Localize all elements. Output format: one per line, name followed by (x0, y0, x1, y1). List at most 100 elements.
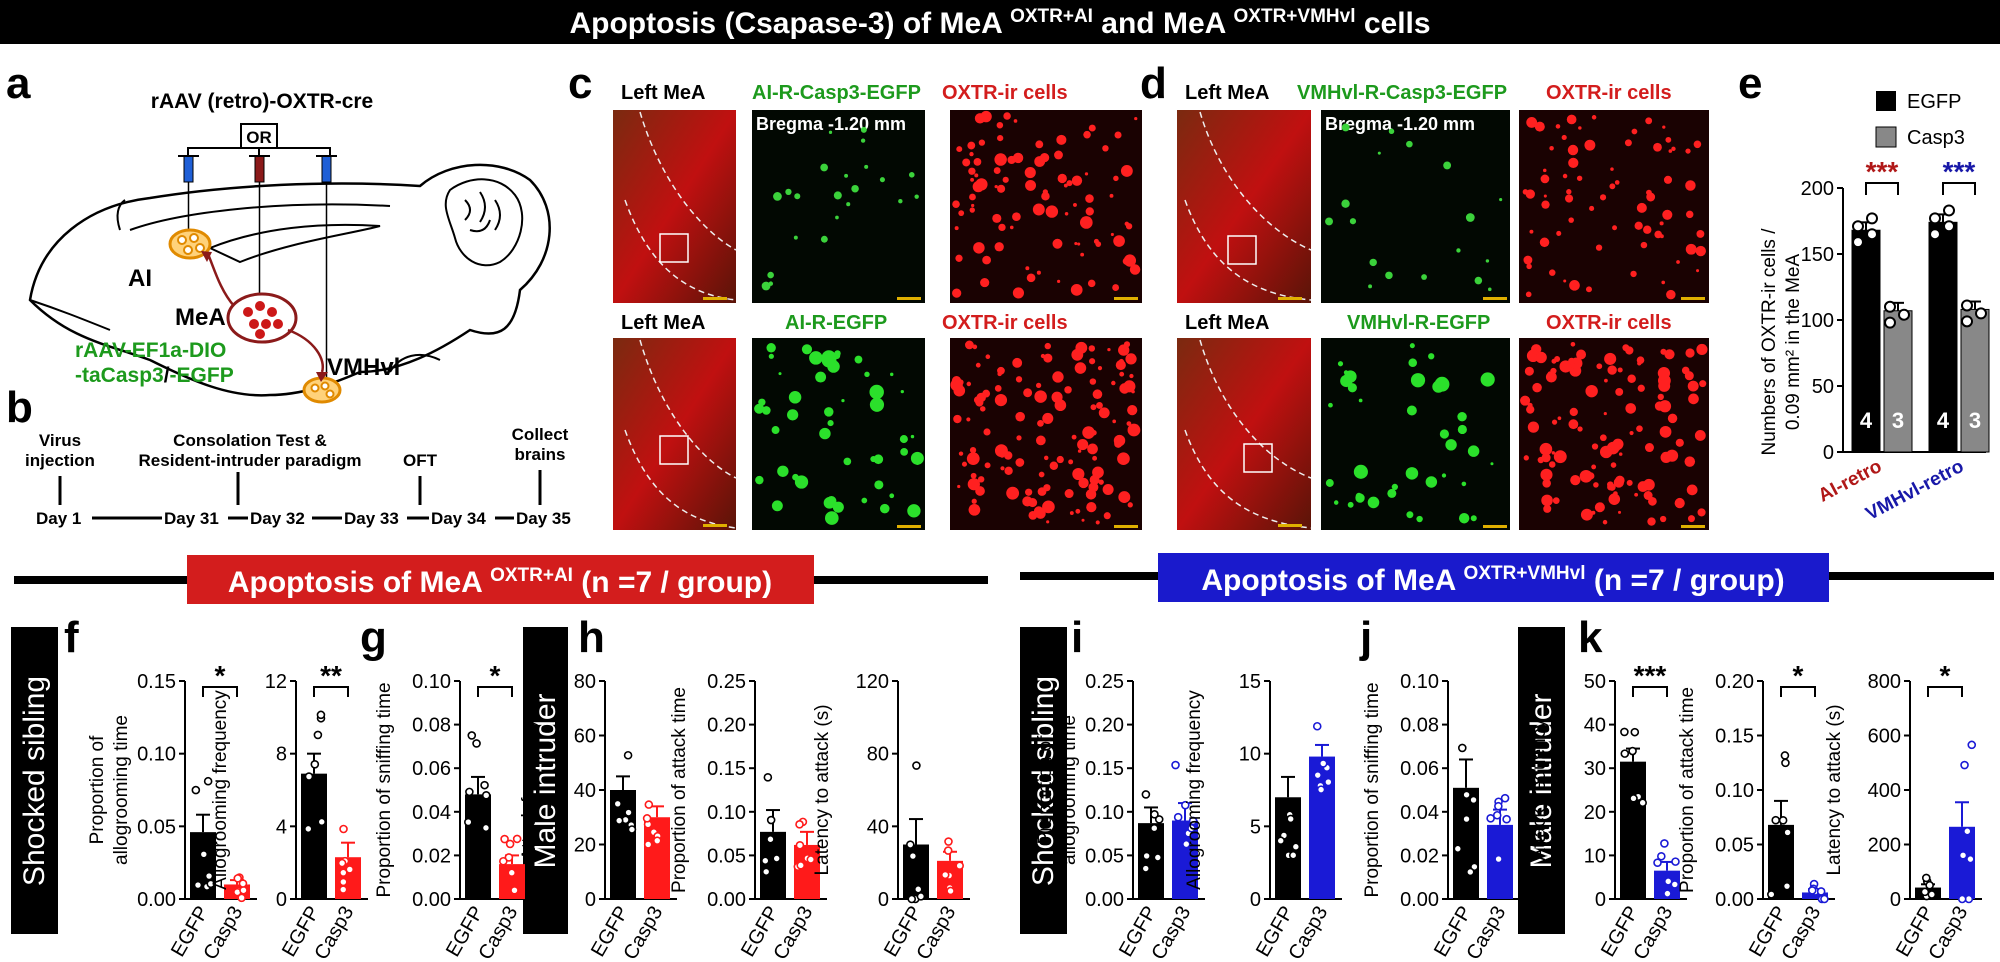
data-point (795, 840, 805, 850)
cell-dot (1077, 449, 1082, 453)
n-label: 3 (1969, 408, 1981, 433)
data-point (310, 759, 320, 769)
cell-dot (1385, 271, 1393, 280)
y-tick-label: 0.10 (1400, 671, 1439, 693)
syringe-icon (178, 155, 199, 240)
cell-dot (1527, 421, 1540, 433)
side-label: Male intruder (529, 693, 562, 868)
cell-dot (1624, 139, 1632, 147)
cell-dot (1085, 207, 1094, 216)
cell-dot (1405, 467, 1419, 480)
cell-dot (1534, 121, 1545, 132)
cell-dot (1548, 461, 1556, 468)
cell-dot (1556, 230, 1562, 236)
data-point (623, 750, 633, 760)
cell-dot (1591, 443, 1599, 450)
cell-dot (771, 426, 780, 435)
y-tick-label: 5 (1250, 816, 1261, 838)
cell-dot (1038, 471, 1045, 478)
data-point (1820, 894, 1829, 904)
cell-dot (1587, 472, 1595, 480)
cell-dot (1368, 284, 1373, 289)
cell-dot (794, 193, 801, 200)
data-point (1943, 220, 1955, 233)
cell-dot (1645, 117, 1653, 125)
significance-bracket (1927, 686, 1963, 697)
cell-dot (1485, 259, 1490, 263)
cell-dot (1015, 458, 1025, 467)
cell-dot (1056, 134, 1067, 145)
cell-dot (1025, 266, 1030, 271)
chart-j: 0.00 0.02 0.04 0.06 0.08 0.10 Proportion of sn… (1362, 671, 1520, 962)
cell-dot (966, 452, 980, 466)
cell-dot (1566, 114, 1577, 125)
cell-dot (1568, 357, 1576, 365)
data-point (907, 894, 917, 904)
cell-dot (1569, 407, 1578, 417)
cell-dot (869, 397, 885, 412)
cell-dot (1549, 145, 1554, 151)
cell-dot (1654, 401, 1665, 411)
cell-dot (1461, 481, 1467, 487)
cell-dot (1685, 148, 1691, 154)
cell-dot (1406, 511, 1414, 519)
cell-dot (1551, 419, 1558, 425)
cell-dot (1434, 376, 1450, 392)
data-point (643, 840, 653, 849)
data-point (1465, 867, 1475, 877)
cell-dot (1542, 479, 1551, 488)
cell-dot (1458, 513, 1470, 524)
cell-dot (755, 475, 764, 485)
cell-dot (1551, 451, 1556, 455)
data-point (507, 868, 517, 878)
cell-dot (1607, 365, 1617, 375)
projection-arrow (287, 328, 325, 373)
cell-dot (954, 226, 959, 231)
cell-dot (1035, 140, 1044, 149)
cell-dot (914, 194, 919, 199)
cell-dot (788, 391, 802, 404)
data-point (504, 853, 514, 862)
y-tick-label: 0.10 (1715, 780, 1754, 802)
cell-dot (1015, 376, 1023, 383)
cell-dot (1595, 244, 1603, 251)
cell-dot (1636, 356, 1645, 364)
cell-dot (1028, 510, 1038, 520)
data-point (1943, 204, 1955, 217)
cell-dot (997, 134, 1004, 142)
cell-dot (973, 242, 985, 254)
cell-dot (1028, 498, 1038, 508)
axis-ylabel: Latency to attack (s) (1824, 704, 1845, 875)
cell-dot (1687, 515, 1695, 523)
data-point (1929, 228, 1941, 241)
cell-dot (1589, 205, 1595, 212)
cell-dot (983, 428, 991, 436)
cell-dot (879, 177, 885, 183)
cell-dot (835, 215, 839, 220)
cell-dot (1662, 209, 1673, 220)
timeline-event: Virus (39, 431, 81, 450)
bar (1802, 892, 1828, 899)
cell-dot (1525, 291, 1532, 298)
data-point (1921, 873, 1931, 883)
cell-dot (793, 235, 798, 240)
cell-dot (1688, 393, 1699, 405)
cell-dot (1409, 343, 1415, 349)
cell-dot (1071, 434, 1077, 440)
cell-dot (1064, 212, 1069, 216)
data-point (1771, 815, 1781, 825)
cell-dot (1684, 456, 1696, 467)
cell-dot (864, 164, 869, 169)
cell-dot (1406, 405, 1417, 416)
image-label: AI-R-EGFP (785, 312, 887, 334)
cell-dot (1608, 493, 1621, 505)
data-point (303, 824, 313, 834)
cell-dot (1593, 482, 1599, 488)
cell-dot (1118, 344, 1130, 356)
data-point (766, 815, 776, 825)
data-point (766, 834, 775, 844)
data-point (316, 710, 326, 720)
cell-dot (1064, 489, 1074, 499)
